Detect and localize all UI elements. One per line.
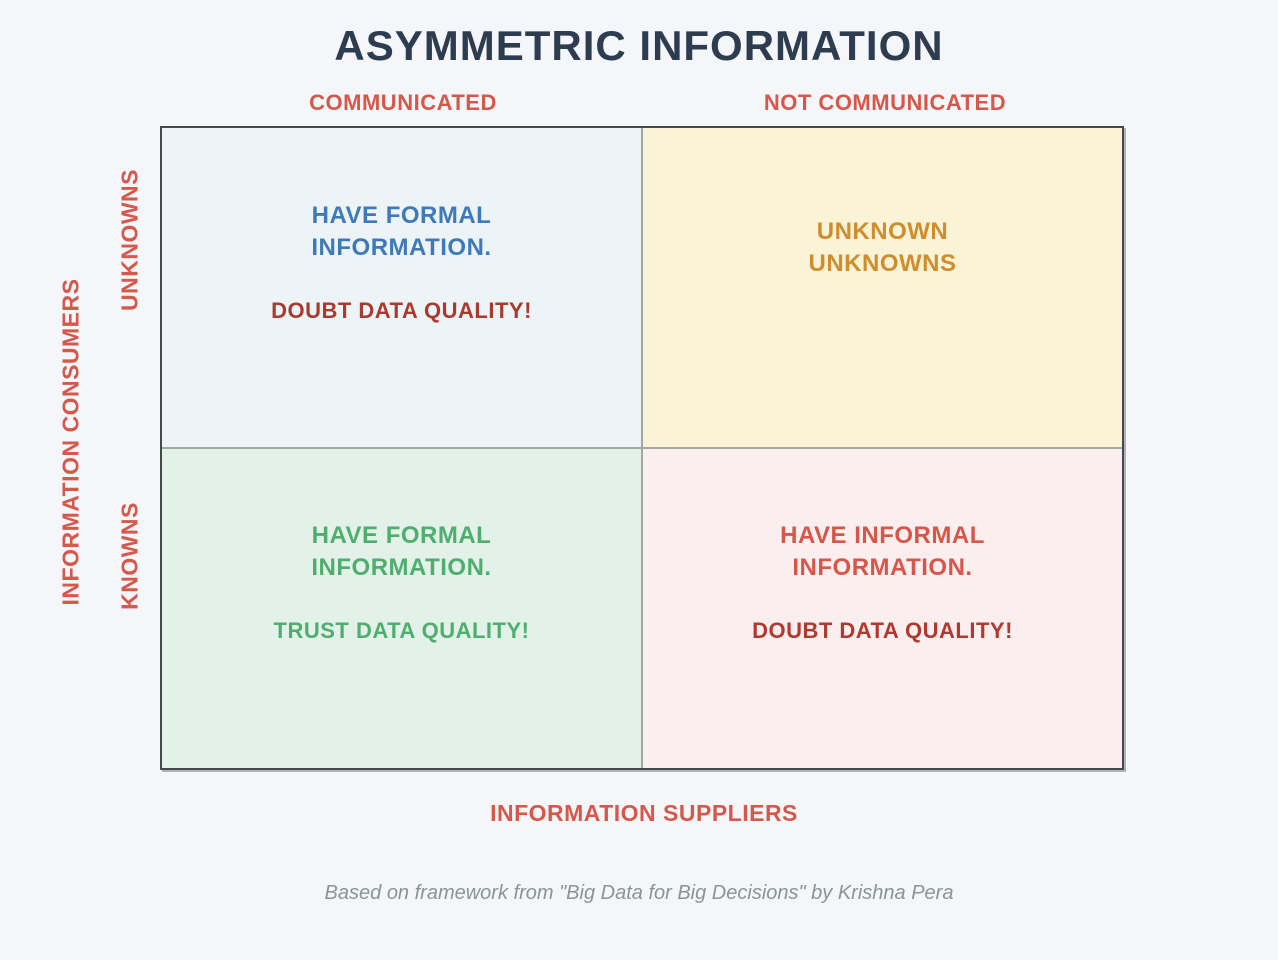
quadrant-heading-line: INFORMATION. [311,234,492,261]
quadrant-heading-line: UNKNOWN [816,218,949,245]
quadrant-heading-line: UNKNOWNS [808,250,957,277]
row-label-knowns: KNOWNS [116,502,143,610]
attribution-footer: Based on framework from "Big Data for Bi… [324,882,954,904]
quadrant-heading-line: INFORMATION. [311,554,492,581]
quadrant-bottom-left: HAVE FORMAL INFORMATION. TRUST DATA QUAL… [162,449,641,768]
column-header-communicated: COMMUNICATED [309,90,497,115]
y-axis-label-information-consumers: INFORMATION CONSUMERS [57,278,84,606]
quadrant-top-left: HAVE FORMAL INFORMATION. DOUBT DATA QUAL… [162,128,641,447]
quadrant-heading-line: HAVE INFORMAL [780,522,985,549]
quadrant-subtext: DOUBT DATA QUALITY! [752,618,1013,643]
quadrant-heading-line: HAVE FORMAL [311,202,492,229]
column-header-not-communicated: NOT COMMUNICATED [763,90,1007,115]
quadrant-matrix: HAVE FORMAL INFORMATION. DOUBT DATA QUAL… [160,126,1124,770]
quadrant-heading: HAVE INFORMAL INFORMATION. [780,520,985,584]
quadrant-bottom-right: HAVE INFORMAL INFORMATION. DOUBT DATA QU… [643,449,1122,768]
x-axis-label-information-suppliers: INFORMATION SUPPLIERS [490,800,798,826]
quadrant-heading: HAVE FORMAL INFORMATION. [311,200,491,264]
column-headers: COMMUNICATED NOT COMMUNICATED [162,90,1126,116]
quadrant-heading: UNKNOWN UNKNOWNS [809,216,957,280]
page-title: ASYMMETRIC INFORMATION [334,22,944,69]
quadrant-subtext: TRUST DATA QUALITY! [273,618,530,643]
quadrant-heading-line: INFORMATION. [792,554,973,581]
quadrant-top-right: UNKNOWN UNKNOWNS [643,128,1122,447]
row-label-unknowns: UNKNOWNS [116,169,143,311]
quadrant-subtext: DOUBT DATA QUALITY! [271,298,532,323]
quadrant-heading-line: HAVE FORMAL [311,522,492,549]
quadrant-heading: HAVE FORMAL INFORMATION. [311,520,491,584]
